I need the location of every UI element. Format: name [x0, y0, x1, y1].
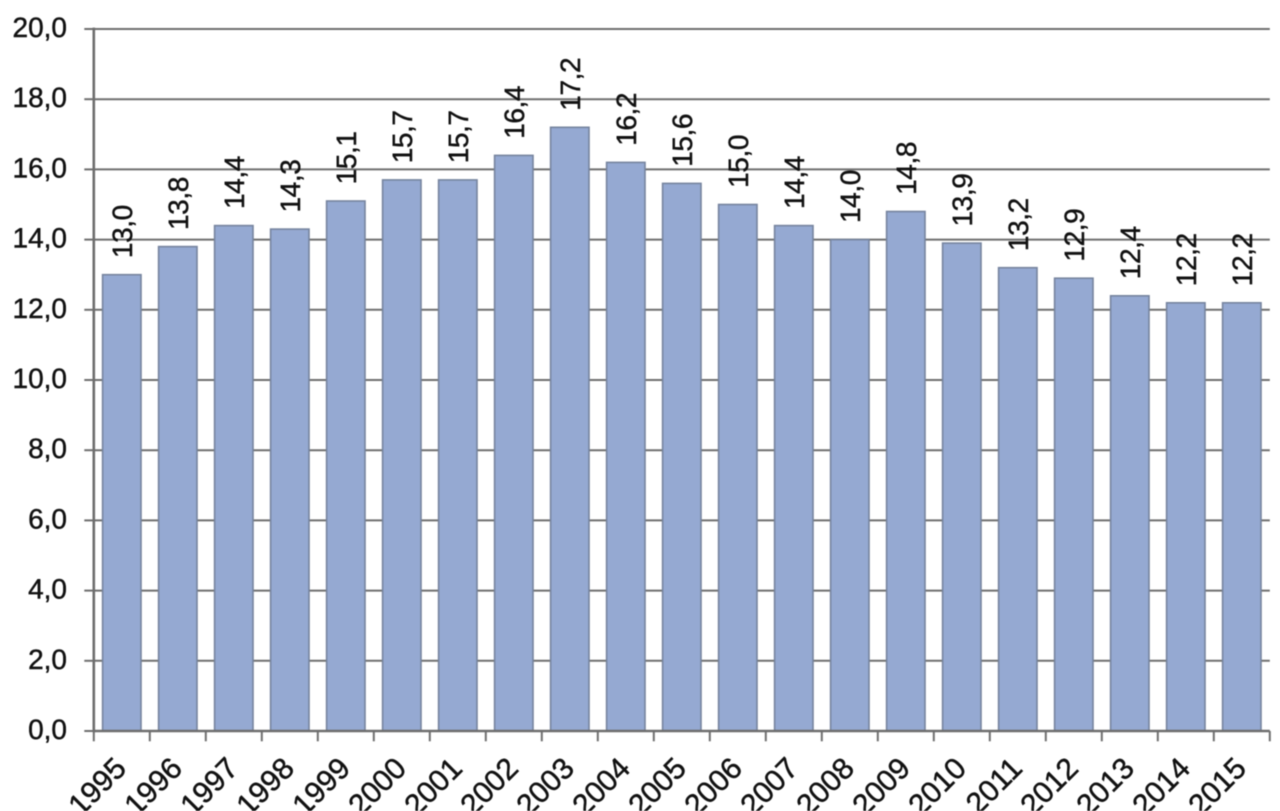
svg-text:14,4: 14,4: [219, 156, 250, 209]
svg-text:15,7: 15,7: [387, 110, 418, 163]
svg-text:16,2: 16,2: [611, 93, 642, 146]
svg-text:14,4: 14,4: [779, 156, 810, 209]
svg-text:14,0: 14,0: [13, 223, 68, 254]
svg-text:13,0: 13,0: [107, 205, 138, 258]
svg-text:2,0: 2,0: [28, 644, 67, 675]
svg-text:12,4: 12,4: [1115, 226, 1146, 279]
svg-text:12,2: 12,2: [1171, 233, 1202, 286]
svg-text:13,8: 13,8: [163, 177, 194, 230]
svg-text:15,1: 15,1: [331, 131, 362, 184]
svg-text:13,2: 13,2: [1003, 198, 1034, 251]
svg-text:14,3: 14,3: [275, 160, 306, 213]
svg-text:14,0: 14,0: [835, 170, 866, 223]
svg-text:4,0: 4,0: [28, 574, 67, 605]
svg-text:13,9: 13,9: [947, 174, 978, 227]
svg-text:14,8: 14,8: [891, 142, 922, 195]
svg-text:12,2: 12,2: [1227, 233, 1258, 286]
svg-text:15,6: 15,6: [667, 114, 698, 167]
svg-text:10,0: 10,0: [13, 363, 68, 394]
svg-text:12,0: 12,0: [13, 293, 68, 324]
svg-text:15,7: 15,7: [443, 110, 474, 163]
svg-text:6,0: 6,0: [28, 503, 67, 534]
svg-text:20,0: 20,0: [13, 12, 68, 43]
svg-text:16,0: 16,0: [13, 152, 68, 183]
svg-text:18,0: 18,0: [13, 82, 68, 113]
svg-text:8,0: 8,0: [28, 433, 67, 464]
svg-text:15,0: 15,0: [723, 135, 754, 188]
svg-text:16,4: 16,4: [499, 86, 530, 139]
svg-text:17,2: 17,2: [555, 58, 586, 111]
svg-text:0,0: 0,0: [28, 714, 67, 745]
svg-text:12,9: 12,9: [1059, 209, 1090, 262]
